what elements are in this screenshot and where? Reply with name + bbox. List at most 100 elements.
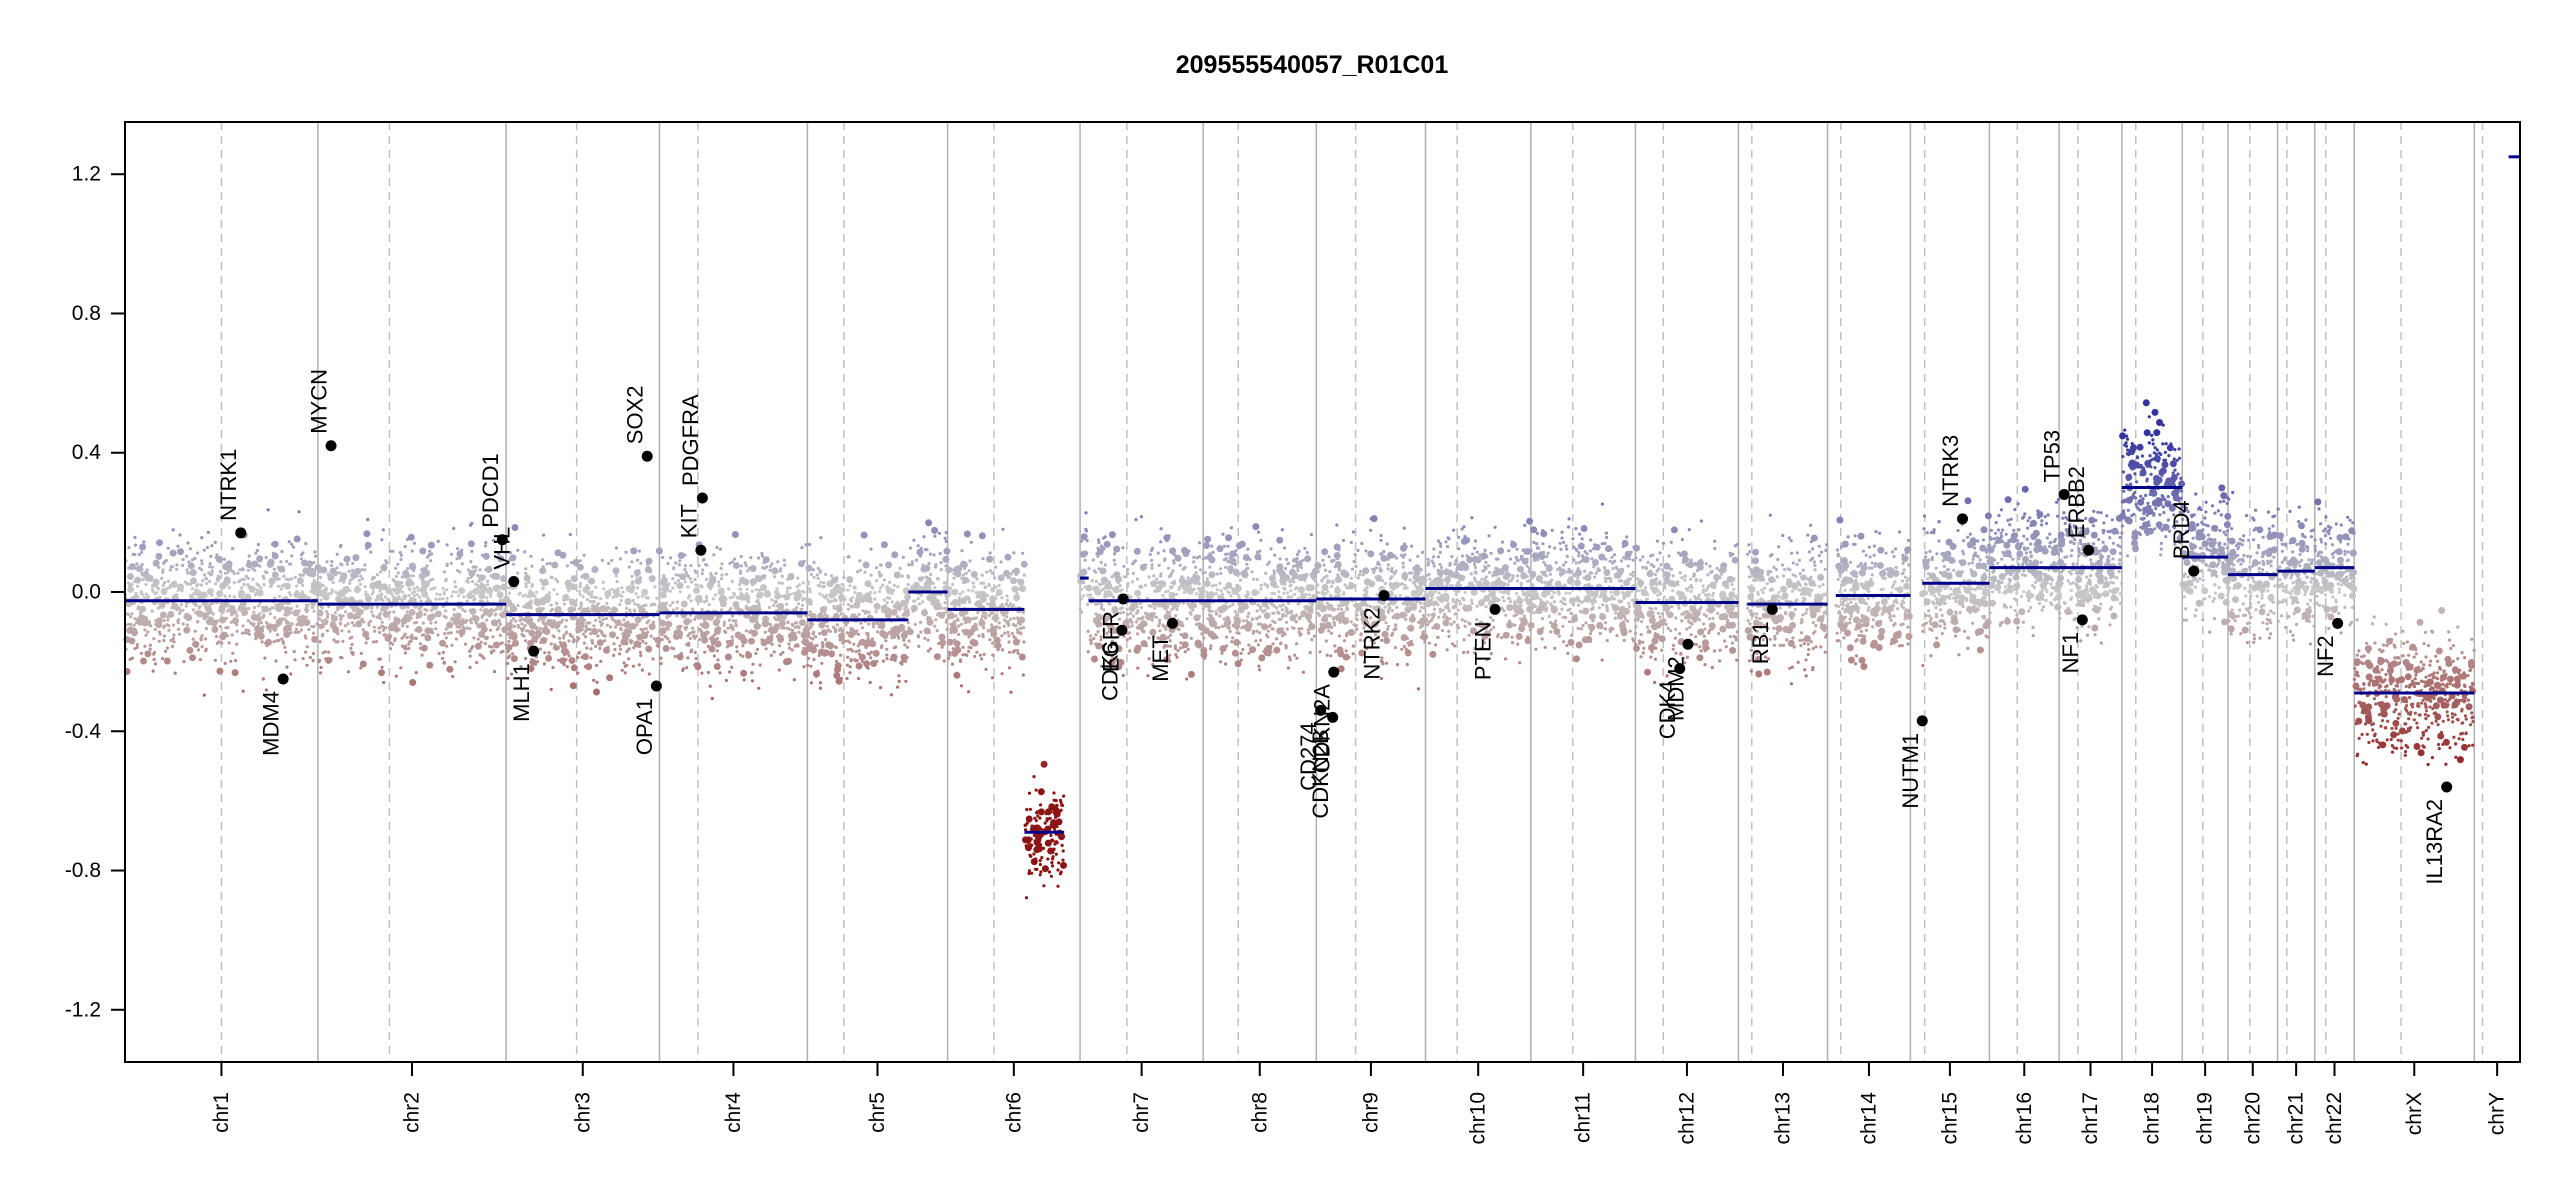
probe-point — [1186, 576, 1190, 580]
probe-point — [802, 628, 806, 632]
probe-point — [1112, 558, 1116, 562]
probe-point — [529, 602, 533, 606]
probe-point — [407, 618, 411, 623]
probe-point — [698, 627, 702, 632]
probe-point — [338, 621, 342, 625]
probe-point — [990, 676, 995, 680]
probe-point — [755, 647, 760, 652]
probe-point — [289, 672, 293, 676]
probe-point — [1030, 824, 1034, 828]
probe-point — [578, 592, 582, 596]
probe-point — [888, 596, 892, 600]
probe-point — [690, 580, 694, 584]
probe-point — [1251, 631, 1255, 635]
probe-point — [1279, 642, 1283, 646]
probe-point — [1061, 849, 1065, 853]
probe-point — [804, 613, 808, 617]
probe-point — [265, 623, 273, 631]
probe-point — [1289, 614, 1297, 622]
probe-point — [254, 551, 258, 555]
probe-point — [1134, 589, 1142, 597]
probe-point — [576, 635, 580, 639]
probe-point — [1224, 635, 1229, 639]
probe-point — [995, 625, 999, 629]
probe-point — [129, 626, 133, 630]
probe-point — [671, 577, 675, 581]
probe-point — [776, 560, 780, 564]
probe-point — [375, 605, 379, 609]
probe-point — [135, 643, 139, 647]
probe-point — [346, 622, 350, 626]
probe-point — [1305, 613, 1313, 621]
probe-point — [442, 661, 446, 665]
probe-point — [601, 580, 605, 584]
probe-point — [140, 657, 147, 665]
probe-point — [144, 582, 148, 587]
probe-point — [485, 565, 493, 573]
probe-point — [875, 566, 879, 570]
probe-point — [293, 630, 297, 634]
probe-point — [1193, 565, 1198, 569]
probe-point — [1016, 631, 1020, 635]
probe-point — [1351, 530, 1355, 534]
probe-point — [920, 565, 928, 573]
probe-point — [997, 626, 1002, 630]
probe-point — [839, 676, 844, 681]
probe-point — [1128, 649, 1132, 653]
probe-point — [1176, 649, 1180, 653]
probe-point — [949, 601, 954, 606]
probe-point — [796, 589, 800, 593]
probe-point — [577, 589, 582, 593]
probe-point — [1293, 653, 1297, 657]
probe-point — [706, 670, 711, 675]
probe-point — [1085, 539, 1089, 543]
probe-point — [621, 590, 625, 594]
probe-point — [978, 619, 986, 627]
probe-point — [738, 593, 746, 601]
probe-point — [418, 595, 422, 599]
probe-point — [140, 563, 144, 567]
probe-point — [1078, 607, 1082, 612]
probe-point — [286, 627, 290, 631]
probe-point — [1034, 788, 1038, 792]
probe-point — [1092, 636, 1096, 641]
probe-point — [1135, 548, 1139, 552]
probe-point — [834, 666, 841, 673]
probe-point — [718, 671, 722, 675]
probe-point — [468, 654, 472, 658]
probe-point — [801, 581, 805, 585]
probe-point — [800, 603, 805, 607]
probe-point — [959, 622, 964, 626]
probe-point — [421, 590, 429, 598]
probe-point — [452, 618, 460, 626]
probe-point — [332, 626, 340, 634]
probe-point — [146, 595, 150, 599]
probe-point — [270, 563, 274, 567]
probe-point — [923, 636, 927, 640]
probe-point — [853, 591, 857, 595]
probe-point — [781, 650, 785, 655]
probe-point — [576, 655, 580, 660]
probe-point — [1056, 868, 1060, 872]
probe-point — [818, 632, 822, 636]
probe-point — [1278, 557, 1282, 561]
probe-point — [635, 623, 639, 627]
probe-point — [1206, 553, 1214, 561]
probe-point — [359, 666, 363, 670]
probe-point — [366, 517, 370, 522]
probe-point — [757, 686, 761, 690]
probe-point — [200, 634, 204, 638]
chart-title: 209555540057_R01C01 — [1176, 51, 1449, 79]
probe-point — [1185, 677, 1189, 681]
probe-point — [1237, 572, 1242, 576]
probe-point — [1227, 565, 1234, 573]
probe-point — [637, 604, 641, 608]
probe-point — [283, 617, 287, 621]
probe-point — [845, 663, 850, 667]
probe-point — [865, 639, 869, 643]
probe-point — [1272, 569, 1276, 573]
probe-point — [231, 546, 235, 551]
probe-point — [127, 546, 131, 550]
probe-point — [822, 581, 826, 585]
probe-point — [1120, 588, 1124, 592]
